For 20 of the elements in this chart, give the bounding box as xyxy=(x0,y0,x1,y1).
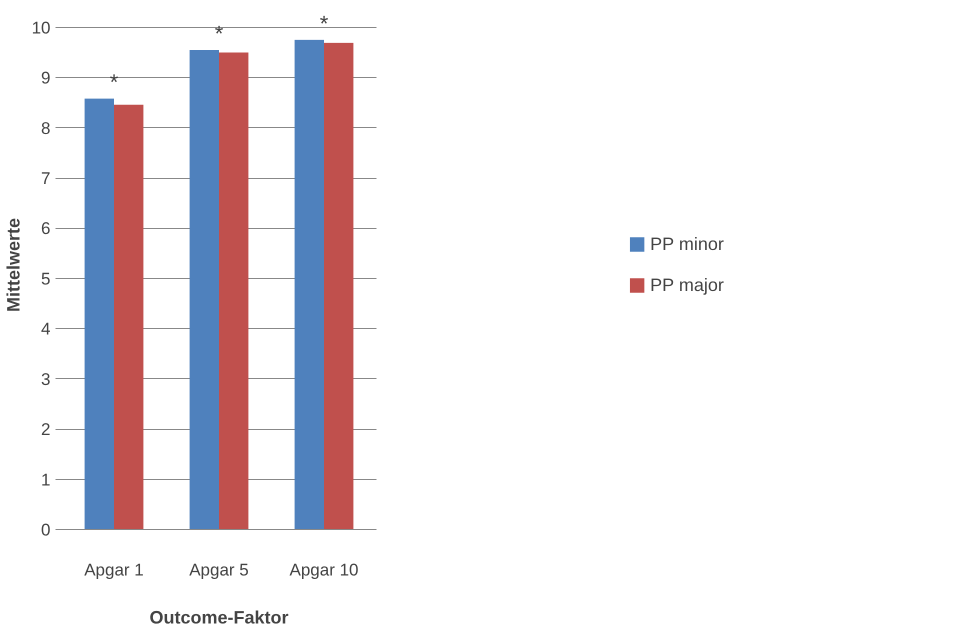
y-tick-label: 7 xyxy=(41,169,51,188)
y-tick-label: 8 xyxy=(41,118,51,138)
legend-label: PP minor xyxy=(650,234,724,254)
x-tick-label: Apgar 5 xyxy=(189,560,249,580)
y-tick-label: 4 xyxy=(41,320,51,339)
annotation: * xyxy=(214,20,224,46)
y-tick-label: 2 xyxy=(41,420,51,440)
y-tick-label: 3 xyxy=(41,370,51,389)
y-tick-label: 10 xyxy=(32,18,51,38)
annotation: * xyxy=(320,10,329,36)
x-axis-title: Outcome-Faktor xyxy=(149,608,289,628)
x-tick-label: Apgar 10 xyxy=(290,560,358,580)
y-tick-label: 6 xyxy=(41,219,51,238)
y-tick-label: 9 xyxy=(41,68,51,88)
x-tick-label: Apgar 1 xyxy=(84,560,144,580)
y-tick-label: 1 xyxy=(41,470,51,490)
y-axis-title: Mittelwerte xyxy=(4,218,24,312)
legend-label: PP major xyxy=(650,274,724,296)
y-tick-label: 0 xyxy=(41,520,51,540)
y-tick-label: 5 xyxy=(41,269,51,288)
